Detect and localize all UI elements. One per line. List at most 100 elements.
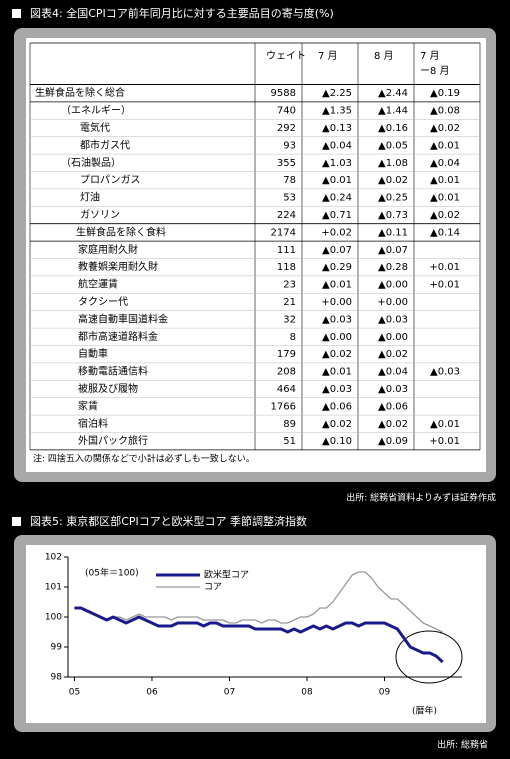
cell: 1766 [271, 401, 296, 412]
cell: ▲0.01 [430, 140, 460, 151]
cell: ▲0.11 [378, 227, 408, 238]
cell: ▲0.19 [430, 88, 460, 99]
table-area [26, 38, 486, 472]
cell: ▲0.13 [322, 123, 352, 134]
chart-title: 図表5: 東京都区部CPIコアと欧米型コア 季節調整済指数 [30, 514, 307, 528]
cell: ▲0.03 [322, 384, 352, 395]
cell: ▲0.03 [430, 367, 460, 378]
cell: +0.02 [321, 227, 352, 238]
cell: ▲0.07 [378, 245, 408, 256]
row-label: （エネルギー） [61, 105, 131, 117]
cell: ▲0.02 [430, 123, 460, 134]
cell: ▲0.07 [322, 245, 352, 256]
series-line [74, 606, 444, 664]
y-tick-label: 99 [51, 643, 63, 653]
cell: 93 [283, 140, 296, 151]
cell: ▲0.25 [378, 193, 408, 204]
cell: +0.00 [321, 297, 352, 308]
cell: ▲2.44 [378, 88, 408, 99]
cell: 23 [283, 280, 296, 291]
row-label: 生鮮食品を除く食料 [76, 225, 166, 238]
cell: 21 [283, 297, 296, 308]
cell: 292 [277, 123, 296, 134]
row-label: 都市高速道路料金 [78, 330, 158, 343]
cell: ▲0.06 [322, 401, 352, 412]
row-label: 電気代 [80, 121, 110, 134]
row-label: 自動車 [78, 347, 108, 360]
cell: ▲1.35 [322, 106, 352, 117]
cell: 89 [283, 419, 296, 430]
row-label: 移動電話通信料 [78, 365, 148, 378]
legend-label: 欧米型コア [204, 569, 249, 581]
y-tick-label: 102 [45, 553, 62, 563]
cell: ▲0.01 [430, 175, 460, 186]
cell: 355 [277, 158, 296, 169]
cell: ▲0.00 [378, 280, 408, 291]
x-tick-label: 06 [146, 688, 158, 698]
row-label: 家庭用耐久財 [78, 243, 138, 256]
cell: 53 [283, 193, 296, 204]
series-line [74, 571, 443, 633]
cell: ▲0.02 [378, 175, 408, 186]
cell: ▲0.01 [430, 193, 460, 204]
table-note: 注: 四捨五入の関係などで小計は必ずしも一致しない。 [33, 452, 255, 464]
cell: 179 [277, 349, 296, 360]
table-source: 出所: 総務省資料よりみずほ証券作成 [346, 492, 496, 504]
cell: 740 [277, 106, 296, 117]
row-label: プロパンガス [80, 174, 141, 186]
y-tick-label: 98 [51, 673, 63, 683]
cell: ▲0.06 [378, 401, 408, 412]
cell: 8 [290, 332, 296, 343]
cell: ▲0.02 [322, 419, 352, 430]
cell: ▲0.03 [378, 384, 408, 395]
y-tick-label: 100 [45, 613, 62, 623]
cell: ▲0.10 [322, 436, 352, 447]
row-label: 生鮮食品を除く総合 [35, 86, 125, 99]
x-tick-label: 09 [379, 688, 391, 698]
row-label: （石油製品） [61, 156, 121, 169]
cell: ▲2.25 [322, 88, 352, 99]
cell: +0.00 [377, 297, 408, 308]
table-title: 図表4: 全国CPIコア前年同月比に対する主要品目の寄与度(%) [30, 6, 334, 20]
annotation: (05年＝100) [85, 567, 139, 579]
row-label: ガソリン [80, 209, 120, 221]
x-tick-label: 05 [69, 688, 80, 698]
chart-source: 出所: 総務省 [437, 739, 488, 751]
cell: ▲0.03 [322, 314, 352, 325]
cell: ▲0.01 [322, 367, 352, 378]
row-label: 宿泊料 [78, 417, 108, 430]
cell: 32 [283, 314, 296, 325]
chart-area [26, 545, 486, 723]
cell: ▲0.29 [322, 262, 352, 273]
cell: ▲1.44 [378, 106, 408, 117]
cell: ▲0.24 [322, 193, 352, 204]
cell: +0.01 [429, 280, 460, 291]
cell: 111 [277, 245, 296, 256]
row-label: 家賃 [78, 399, 98, 412]
cell: 208 [277, 367, 296, 378]
cell: ▲0.14 [430, 227, 460, 238]
cell: 464 [277, 384, 296, 395]
annotation: (暦年) [412, 705, 437, 717]
cell: ▲0.09 [378, 436, 408, 447]
cell: ▲0.05 [378, 140, 408, 151]
cell: +0.01 [429, 436, 460, 447]
cell: 2174 [271, 227, 296, 238]
cell: ▲0.04 [430, 158, 460, 169]
cell: ▲0.28 [378, 262, 408, 273]
cell: ▲0.04 [322, 140, 352, 151]
row-label: 被服及び履物 [78, 382, 138, 395]
cell: ▲0.73 [378, 210, 408, 221]
cell: ▲0.01 [430, 419, 460, 430]
row-label: タクシー代 [78, 296, 128, 308]
bullet [12, 517, 21, 526]
row-label: 教養娯楽用耐久財 [78, 260, 158, 273]
cell: ▲0.03 [378, 314, 408, 325]
cell: 78 [283, 175, 296, 186]
cell: ▲0.02 [378, 419, 408, 430]
cell: ▲0.71 [322, 210, 352, 221]
cell: ▲1.08 [378, 158, 408, 169]
row-label: 灯油 [80, 191, 100, 204]
cell: ▲0.02 [322, 349, 352, 360]
